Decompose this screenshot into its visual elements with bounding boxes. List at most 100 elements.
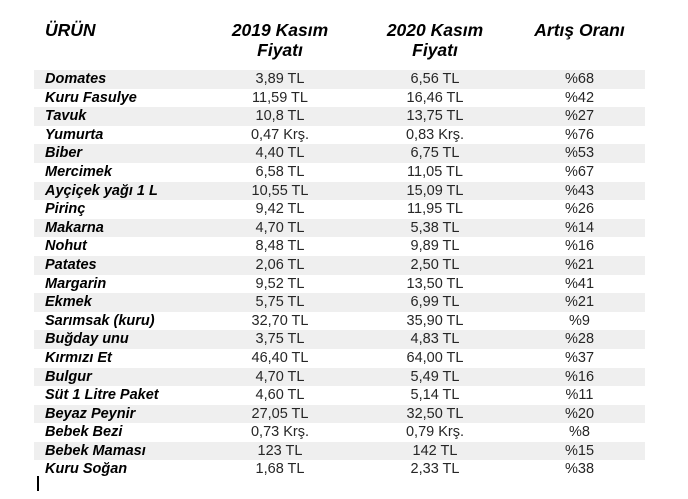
table-header: ÜRÜN 2019 Kasım Fiyatı 2020 Kasım Fiyatı… [34, 16, 645, 70]
table-row: Makarna 4,70 TL 5,38 TL %14 [34, 218, 645, 238]
increase-rate-cell: %27 [514, 107, 645, 126]
price-2019-cell: 32,70 TL [251, 312, 309, 329]
table-row: Margarin 9,52 TL 13,50 TL %41 [34, 275, 645, 294]
price-2020-cell: 5,49 TL [356, 367, 514, 387]
increase-rate-cell: %38 [564, 461, 595, 478]
table-row: Kuru Soğan 1,68 TL 2,33 TL %38 [34, 460, 645, 479]
product-name-cell: Margarin [45, 275, 107, 292]
text-cursor [37, 476, 39, 491]
price-2020-cell: 32,50 TL [356, 404, 514, 424]
table-row: Mercimek 6,58 TL 11,05 TL %67 [34, 163, 645, 182]
product-name-cell: Mercimek [45, 163, 112, 180]
table-row: Tavuk 10,8 TL 13,75 TL %27 [34, 107, 645, 126]
increase-rate-cell: %76 [564, 126, 595, 143]
table-row: Ayçiçek yağı 1 L 10,55 TL 15,09 TL %43 [34, 181, 645, 201]
product-name-cell: Kırmızı Et [45, 349, 112, 366]
price-2019-cell: 9,52 TL [255, 275, 305, 292]
price-2020-cell: 6,56 TL [356, 70, 514, 89]
price-2020-cell: 16,46 TL [406, 89, 464, 106]
product-name-cell: Yumurta [45, 126, 104, 143]
product-name-cell: Tavuk [34, 107, 204, 126]
price-2019-cell: 3,75 TL [204, 330, 356, 349]
increase-rate-cell: %9 [569, 312, 590, 329]
price-2019-cell: 5,75 TL [204, 293, 356, 312]
price-2019-cell: 1,68 TL [255, 461, 305, 478]
price-2019-cell: 4,70 TL [204, 367, 356, 387]
header-price-2020: 2020 Kasım Fiyatı [356, 16, 514, 70]
table-row: Yumurta 0,47 Krş. 0,83 Krş. %76 [34, 126, 645, 145]
price-2020-cell: 13,75 TL [356, 107, 514, 126]
price-2020-cell: 142 TL [356, 441, 514, 461]
table-row: Pirinç 9,42 TL 11,95 TL %26 [34, 200, 645, 219]
increase-rate-cell: %53 [514, 144, 645, 163]
product-name-cell: Bulgur [34, 367, 204, 387]
price-2019-cell: 10,55 TL [204, 181, 356, 201]
header-product-label: ÜRÜN [45, 20, 96, 40]
increase-rate-cell: %67 [564, 163, 595, 180]
price-2020-cell: 6,99 TL [356, 293, 514, 312]
product-name-cell: Süt 1 Litre Paket [45, 387, 159, 404]
product-name-cell: Buğday unu [34, 330, 204, 349]
price-2019-cell: 9,42 TL [255, 201, 305, 218]
increase-rate-cell: %42 [564, 89, 595, 106]
increase-rate-cell: %68 [514, 70, 645, 89]
price-2019-cell: 3,89 TL [204, 70, 356, 89]
price-2019-cell: 11,59 TL [252, 89, 308, 106]
increase-rate-cell: %37 [564, 349, 595, 366]
product-name-cell: Bebek Maması [34, 441, 204, 461]
increase-rate-cell: %8 [569, 424, 590, 441]
price-2020-cell: 6,75 TL [356, 144, 514, 163]
increase-rate-cell: %16 [514, 367, 645, 387]
header-product: ÜRÜN [34, 16, 204, 70]
price-2019-cell: 4,60 TL [255, 387, 305, 404]
price-2020-cell: 2,50 TL [356, 255, 514, 275]
price-2020-cell: 11,95 TL [407, 201, 463, 218]
increase-rate-cell: %43 [514, 181, 645, 201]
table-row: Süt 1 Litre Paket 4,60 TL 5,14 TL %11 [34, 386, 645, 405]
header-price-2019: 2019 Kasım Fiyatı [204, 16, 356, 70]
price-2019-cell: 4,40 TL [204, 144, 356, 163]
price-2019-cell: 8,48 TL [255, 238, 305, 255]
price-2020-cell: 2,33 TL [410, 461, 460, 478]
header-increase-rate: Artış Oranı [514, 16, 645, 70]
product-name-cell: Beyaz Peynir [34, 404, 204, 424]
price-2020-cell: 5,14 TL [410, 387, 460, 404]
table-row: Bebek Bezi 0,73 Krş. 0,79 Krş. %8 [34, 423, 645, 442]
product-name-cell: Makarna [34, 218, 204, 238]
product-name-cell: Nohut [45, 238, 87, 255]
table-row: Patates 2,06 TL 2,50 TL %21 [34, 255, 645, 275]
increase-rate-cell: %16 [564, 238, 595, 255]
increase-rate-cell: %21 [514, 255, 645, 275]
price-2020-cell: 0,83 Krş. [405, 126, 465, 143]
increase-rate-cell: %11 [565, 387, 594, 404]
table-row: Domates 3,89 TL 6,56 TL %68 [34, 70, 645, 89]
product-name-cell: Kuru Fasulye [45, 89, 137, 106]
price-2019-cell: 0,73 Krş. [250, 424, 310, 441]
increase-rate-cell: %26 [564, 201, 595, 218]
table-body: Domates 3,89 TL 6,56 TL %68 Kuru Fasulye 11,5… [34, 70, 645, 479]
price-2020-cell: 15,09 TL [356, 181, 514, 201]
product-name-cell: Patates [34, 255, 204, 275]
price-2020-cell: 11,05 TL [407, 163, 463, 180]
price-2019-cell: 6,58 TL [255, 163, 305, 180]
product-name-cell: Kuru Soğan [45, 461, 128, 478]
product-name-cell: Biber [34, 144, 204, 163]
increase-rate-cell: %15 [514, 441, 645, 461]
header-row: ÜRÜN 2019 Kasım Fiyatı 2020 Kasım Fiyatı… [34, 16, 645, 70]
price-2020-cell: 13,50 TL [406, 275, 464, 292]
product-name-cell: Domates [34, 70, 204, 89]
product-name-cell: Sarımsak (kuru) [45, 312, 155, 329]
increase-rate-cell: %41 [564, 275, 595, 292]
price-2020-cell: 4,83 TL [356, 330, 514, 349]
increase-rate-cell: %21 [514, 293, 645, 312]
price-2020-cell: 0,79 Krş. [405, 424, 465, 441]
product-name-cell: Ayçiçek yağı 1 L [34, 181, 204, 201]
table-row: Sarımsak (kuru) 32,70 TL 35,90 TL %9 [34, 312, 645, 331]
header-price-2020-line2: Fiyatı [412, 40, 458, 60]
price-comparison-table: ÜRÜN 2019 Kasım Fiyatı 2020 Kasım Fiyatı… [34, 16, 645, 479]
price-2019-cell: 4,70 TL [204, 218, 356, 238]
header-price-2019-line2: Fiyatı [257, 40, 303, 60]
table-row: Beyaz Peynir 27,05 TL 32,50 TL %20 [34, 404, 645, 424]
table-row: Bulgur 4,70 TL 5,49 TL %16 [34, 367, 645, 387]
increase-rate-cell: %28 [514, 330, 645, 349]
